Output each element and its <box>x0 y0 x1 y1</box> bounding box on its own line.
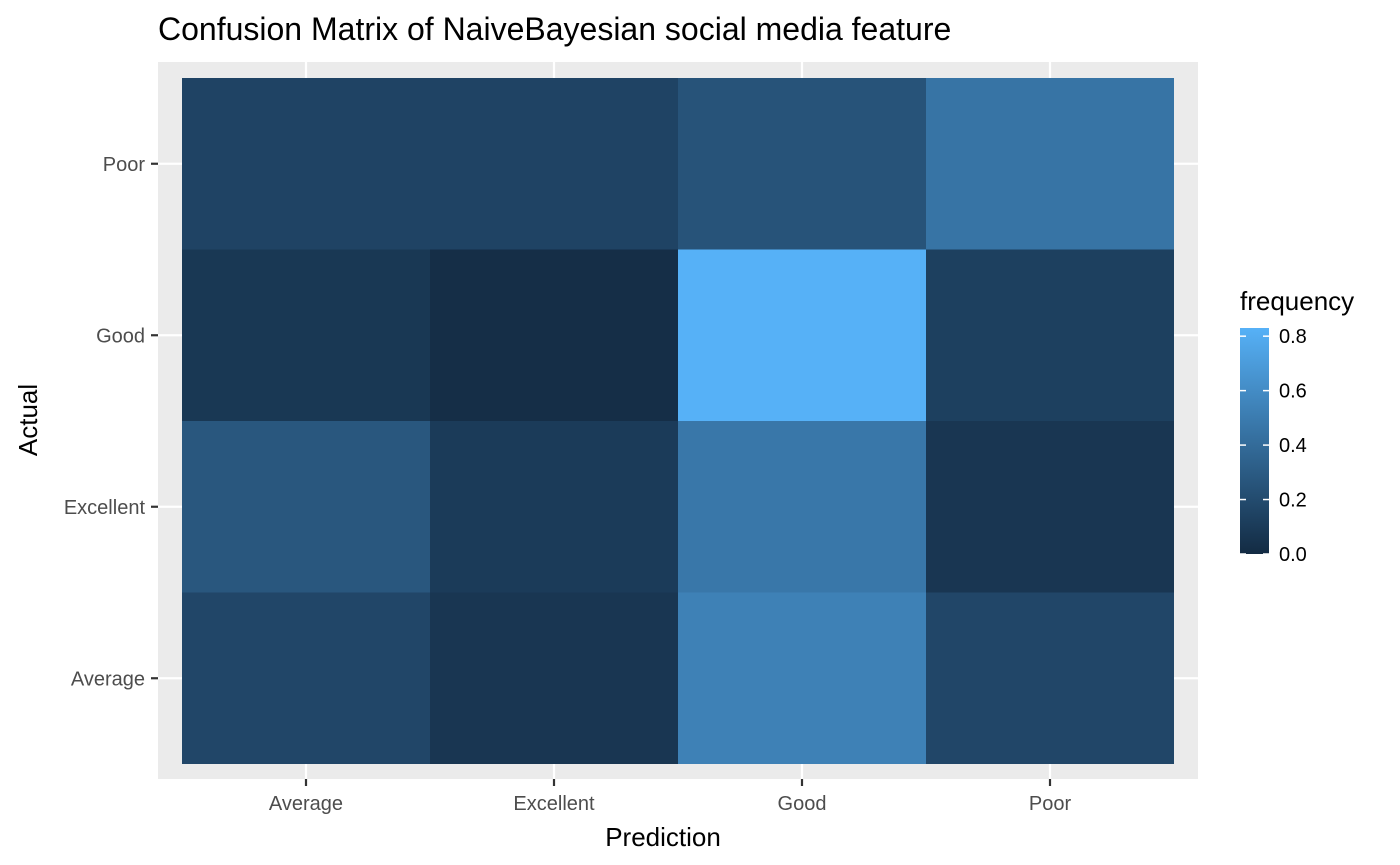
y-tick-label: Average <box>71 668 145 690</box>
heatmap-tile <box>926 78 1174 250</box>
heatmap-tile <box>926 592 1174 764</box>
legend-label: 0.2 <box>1279 490 1307 512</box>
y-tick-label: Poor <box>103 154 146 176</box>
x-axis: Average Excellent Good Poor <box>269 779 1072 815</box>
heatmap-tile <box>182 421 430 593</box>
x-axis-title: Prediction <box>605 822 721 852</box>
heatmap-tile <box>678 421 926 593</box>
heatmap-tile <box>678 249 926 421</box>
heatmap-tile <box>182 249 430 421</box>
y-tick-label: Excellent <box>64 497 146 519</box>
heatmap-tile <box>678 592 926 764</box>
y-tick-label: Good <box>96 325 145 347</box>
heatmap-tile <box>182 592 430 764</box>
x-tick-label: Poor <box>1029 793 1072 815</box>
chart-title: Confusion Matrix of NaiveBayesian social… <box>158 11 951 47</box>
heatmap-tile <box>926 249 1174 421</box>
legend: frequency 0.0 0.2 0.4 0.6 0.8 <box>1240 286 1354 566</box>
y-axis-title: Actual <box>13 384 43 456</box>
heatmap-tiles <box>182 78 1174 764</box>
legend-title: frequency <box>1240 286 1354 316</box>
heatmap-tile <box>430 249 678 421</box>
heatmap-tile <box>926 421 1174 593</box>
legend-colorbar <box>1240 328 1269 554</box>
legend-label: 0.0 <box>1279 544 1307 566</box>
legend-label: 0.8 <box>1279 326 1307 348</box>
x-tick-label: Excellent <box>513 793 595 815</box>
heatmap-tile <box>182 78 430 250</box>
heatmap-tile <box>678 78 926 250</box>
heatmap-tile <box>430 592 678 764</box>
legend-label: 0.4 <box>1279 435 1307 457</box>
heatmap-tile <box>430 78 678 250</box>
x-tick-label: Good <box>778 793 827 815</box>
legend-label: 0.6 <box>1279 381 1307 403</box>
heatmap-tile <box>430 421 678 593</box>
y-axis: Average Excellent Good Poor <box>64 154 158 690</box>
x-tick-label: Average <box>269 793 343 815</box>
